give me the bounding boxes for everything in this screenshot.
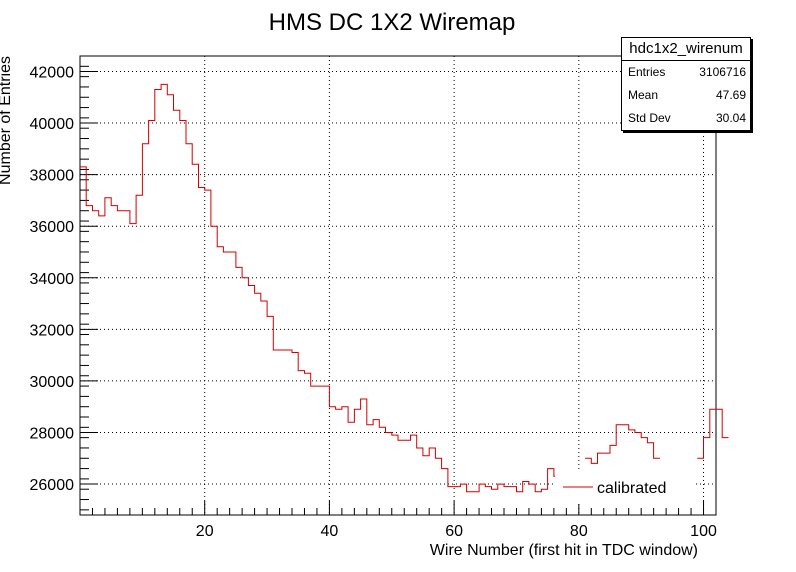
stats-value: 3106716 xyxy=(699,65,746,79)
legend: calibrated xyxy=(555,470,695,504)
tick-labels: 26000 28000 30000 32000 34000 36000 38000 40000… xyxy=(30,64,717,540)
stats-box: hdc1x2_wirenum Entries 3106716 Mean 47.6… xyxy=(621,37,751,131)
y-tick-label: 34000 xyxy=(30,271,75,288)
y-tick-label: 42000 xyxy=(30,64,75,81)
stats-value: 47.69 xyxy=(715,88,746,102)
stats-label: Mean xyxy=(628,88,659,102)
y-axis-label: Number of Entries xyxy=(0,56,14,185)
x-tick-label: 100 xyxy=(690,523,717,540)
y-tick-label: 26000 xyxy=(30,477,75,494)
stats-value: 30.04 xyxy=(715,111,746,125)
chart-title: HMS DC 1X2 Wiremap xyxy=(269,9,516,36)
y-tick-label: 36000 xyxy=(30,219,75,236)
plot-frame xyxy=(79,55,717,516)
y-tick-label: 30000 xyxy=(30,374,75,391)
grid-lines xyxy=(80,56,716,515)
y-tick-label: 28000 xyxy=(30,425,75,442)
axis-ticks xyxy=(80,55,717,515)
stats-label: Entries xyxy=(628,65,666,79)
x-tick-label: 80 xyxy=(570,523,588,540)
x-tick-label: 60 xyxy=(445,523,463,540)
x-tick-label: 40 xyxy=(321,523,339,540)
stats-row-entries: Entries 3106716 xyxy=(622,61,750,84)
stats-row-mean: Mean 47.69 xyxy=(622,84,750,107)
x-tick-label: 20 xyxy=(196,523,214,540)
stats-row-stddev: Std Dev 30.04 xyxy=(622,107,750,130)
y-tick-label: 32000 xyxy=(30,322,75,339)
y-tick-label: 38000 xyxy=(30,168,75,185)
stats-label: Std Dev xyxy=(628,111,671,125)
x-axis-label: Wire Number (first hit in TDC window) xyxy=(430,542,698,559)
y-tick-label: 40000 xyxy=(30,116,75,133)
histogram-line xyxy=(80,83,729,493)
stats-title: hdc1x2_wirenum xyxy=(622,38,750,61)
legend-entry-calibrated: calibrated xyxy=(597,480,666,497)
